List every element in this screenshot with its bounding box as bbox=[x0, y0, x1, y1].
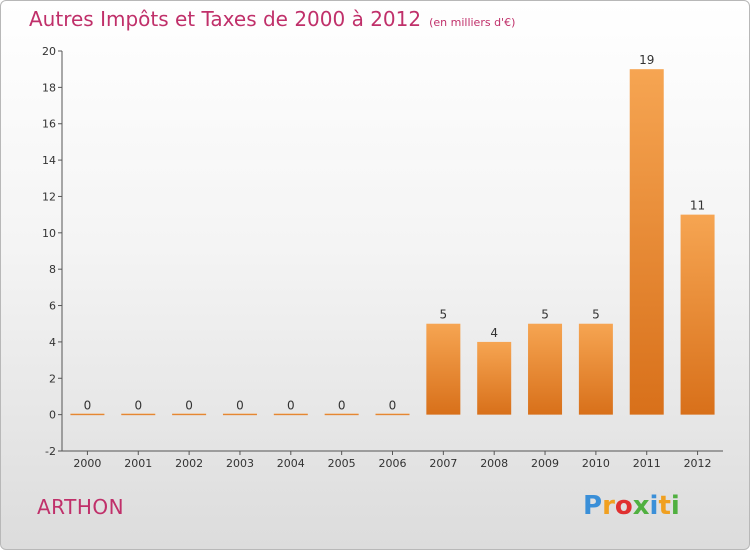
bar-value-label: 0 bbox=[185, 399, 193, 413]
y-tick-label: 20 bbox=[42, 45, 56, 58]
bar-value-label: 5 bbox=[440, 308, 448, 322]
bar-value-label: 0 bbox=[287, 399, 295, 413]
bar bbox=[121, 413, 156, 416]
x-tick-label: 2007 bbox=[429, 457, 457, 470]
bar-value-label: 11 bbox=[690, 199, 705, 213]
logo-letter: o bbox=[614, 491, 633, 521]
y-tick-label: 12 bbox=[42, 190, 56, 203]
bar-value-label: 0 bbox=[84, 399, 92, 413]
x-tick-label: 2010 bbox=[582, 457, 610, 470]
bar-value-label: 0 bbox=[389, 399, 397, 413]
y-tick-label: 10 bbox=[42, 227, 56, 240]
x-tick-label: 2003 bbox=[226, 457, 254, 470]
chart-title: Autres Impôts et Taxes de 2000 à 2012 (en… bbox=[29, 7, 515, 31]
bar-value-label: 5 bbox=[541, 308, 549, 322]
logo-letter: x bbox=[632, 491, 650, 521]
y-tick-label: 8 bbox=[49, 263, 56, 276]
chart-title-unit: (en milliers d'€) bbox=[429, 16, 516, 29]
logo-letter: t bbox=[658, 491, 671, 521]
bar-value-label: 0 bbox=[338, 399, 346, 413]
y-tick-label: 0 bbox=[49, 409, 56, 422]
y-tick-label: 14 bbox=[42, 154, 56, 167]
x-tick-label: 2001 bbox=[124, 457, 152, 470]
bar bbox=[680, 214, 715, 415]
bar bbox=[375, 413, 410, 416]
bar-value-label: 0 bbox=[134, 399, 142, 413]
chart-title-text: Autres Impôts et Taxes de 2000 à 2012 bbox=[29, 7, 422, 31]
logo-letter: i bbox=[670, 491, 680, 521]
bar bbox=[528, 323, 563, 415]
y-tick-label: -2 bbox=[45, 445, 56, 458]
y-tick-label: 4 bbox=[49, 336, 56, 349]
bar bbox=[273, 413, 308, 416]
logo-letter: r bbox=[602, 491, 615, 521]
x-tick-label: 2000 bbox=[73, 457, 101, 470]
proxiti-logo[interactable]: Proxiti bbox=[583, 491, 680, 521]
bar-value-label: 5 bbox=[592, 308, 600, 322]
x-tick-label: 2009 bbox=[531, 457, 559, 470]
y-tick-label: 18 bbox=[42, 81, 56, 94]
x-tick-label: 2005 bbox=[328, 457, 356, 470]
bar bbox=[172, 413, 207, 416]
logo-letter: i bbox=[649, 491, 659, 521]
bar-value-label: 19 bbox=[639, 53, 654, 67]
logo-letter: P bbox=[583, 491, 603, 521]
x-tick-label: 2002 bbox=[175, 457, 203, 470]
x-tick-label: 2006 bbox=[379, 457, 407, 470]
y-tick-label: 2 bbox=[49, 372, 56, 385]
x-tick-label: 2011 bbox=[633, 457, 661, 470]
bar bbox=[70, 413, 105, 416]
bar bbox=[222, 413, 257, 416]
x-tick-label: 2012 bbox=[684, 457, 712, 470]
y-tick-label: 6 bbox=[49, 300, 56, 313]
y-tick-label: 16 bbox=[42, 118, 56, 131]
bar-value-label: 0 bbox=[236, 399, 244, 413]
bar bbox=[477, 341, 512, 415]
bar bbox=[426, 323, 461, 415]
bar bbox=[324, 413, 359, 416]
x-tick-label: 2004 bbox=[277, 457, 305, 470]
commune-name: ARTHON bbox=[37, 495, 125, 519]
x-tick-label: 2008 bbox=[480, 457, 508, 470]
bar-value-label: 4 bbox=[490, 326, 498, 340]
bar bbox=[629, 69, 664, 415]
bar bbox=[578, 323, 613, 415]
